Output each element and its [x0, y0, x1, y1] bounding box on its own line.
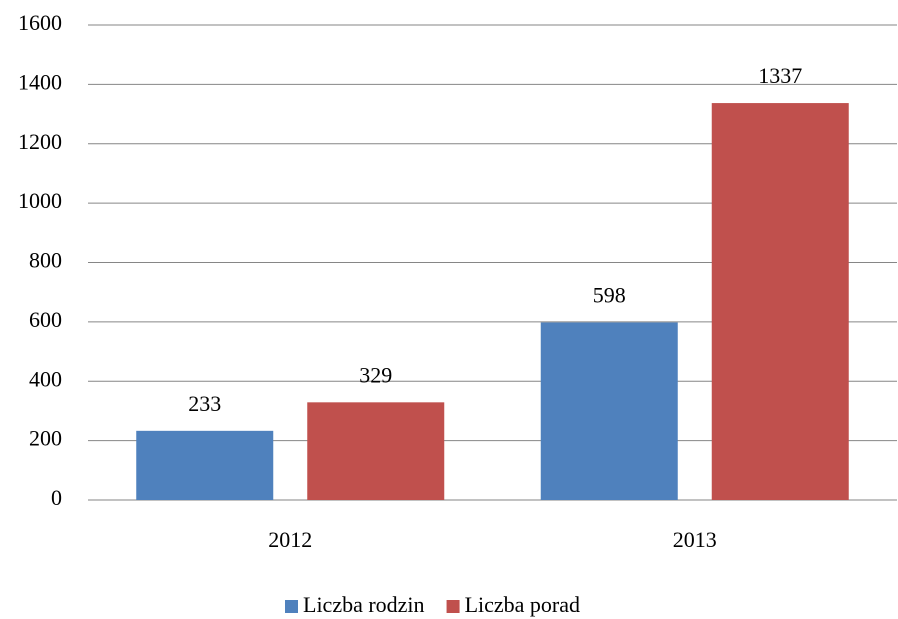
- y-tick-label: 200: [29, 426, 62, 451]
- bar: [540, 322, 678, 500]
- data-label: 598: [593, 283, 626, 308]
- y-tick-label: 1000: [18, 188, 62, 213]
- bar: [711, 103, 849, 500]
- y-tick-label: 0: [51, 485, 62, 510]
- y-tick-label: 600: [29, 307, 62, 332]
- y-tick-label: 1200: [18, 129, 62, 154]
- data-label: 329: [359, 362, 392, 387]
- bar: [136, 430, 274, 500]
- data-label: 1337: [758, 63, 802, 88]
- legend-swatch: [285, 600, 298, 613]
- y-tick-label: 1600: [18, 10, 62, 35]
- x-tick-label: 2012: [268, 527, 312, 552]
- y-tick-label: 400: [29, 366, 62, 391]
- legend-swatch: [446, 600, 460, 613]
- bar: [307, 402, 445, 500]
- y-tick-label: 800: [29, 248, 62, 273]
- legend-label: Liczba rodzin: [303, 592, 425, 617]
- y-tick-label: 1400: [18, 69, 62, 94]
- legend-label: Liczba porad: [465, 592, 580, 617]
- x-tick-label: 2013: [673, 527, 717, 552]
- data-label: 233: [188, 391, 221, 416]
